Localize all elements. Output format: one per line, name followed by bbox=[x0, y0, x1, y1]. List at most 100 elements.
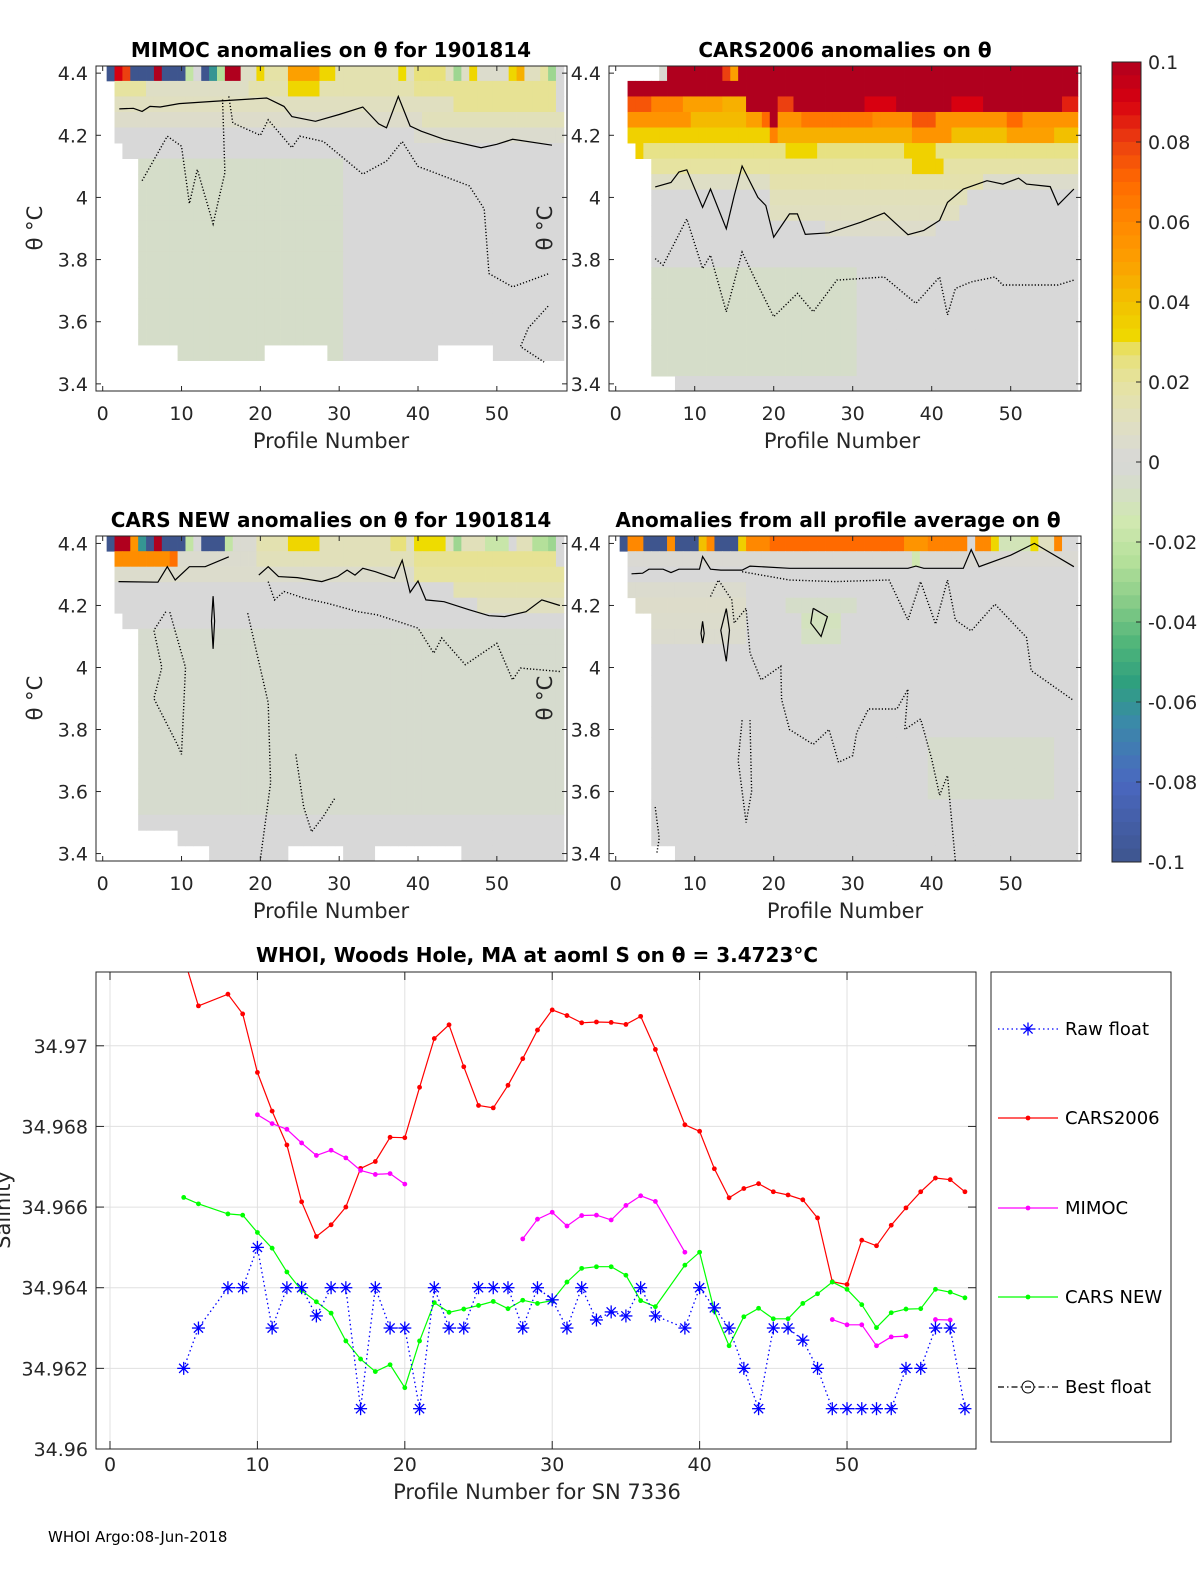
data-point bbox=[903, 1205, 909, 1211]
heatmap-cell bbox=[540, 690, 549, 707]
heatmap-cell bbox=[398, 174, 407, 191]
heatmap-cell bbox=[927, 830, 937, 847]
heatmap-cell bbox=[500, 96, 510, 113]
heatmap-cell bbox=[153, 644, 163, 661]
heatmap-cell bbox=[769, 189, 779, 206]
heatmap-cell bbox=[516, 80, 525, 97]
heatmap-cell bbox=[327, 174, 336, 191]
heatmap-cell bbox=[919, 345, 929, 361]
heatmap-cell bbox=[1022, 360, 1031, 377]
heatmap-cell bbox=[738, 111, 747, 128]
heatmap-cell bbox=[888, 644, 897, 661]
heatmap-cell bbox=[540, 282, 549, 299]
heatmap-cell bbox=[209, 329, 218, 346]
heatmap-cell bbox=[872, 127, 881, 144]
heatmap-cell bbox=[264, 158, 273, 175]
heatmap-cell bbox=[753, 313, 763, 330]
heatmap-cell bbox=[303, 66, 312, 82]
heatmap-cell bbox=[761, 189, 771, 206]
heatmap-cell bbox=[414, 205, 423, 222]
heatmap-cell bbox=[453, 111, 462, 128]
heatmap-cell bbox=[508, 628, 517, 645]
marker-stroke bbox=[399, 1322, 410, 1334]
heatmap-cell bbox=[706, 329, 715, 346]
heatmap-cell bbox=[343, 282, 352, 299]
heatmap-cell bbox=[351, 158, 360, 175]
heatmap-cell bbox=[461, 830, 470, 847]
heatmap-cell bbox=[390, 66, 399, 82]
heatmap-cell bbox=[303, 551, 312, 568]
data-point-asterisk bbox=[383, 1321, 397, 1335]
heatmap-cell bbox=[217, 721, 226, 738]
heatmap-cell bbox=[943, 360, 952, 377]
heatmap-cell bbox=[864, 376, 873, 391]
heatmap-cell bbox=[508, 566, 517, 583]
heatmap-cell bbox=[485, 768, 494, 785]
heatmap-cell bbox=[1022, 298, 1031, 315]
heatmap-cell bbox=[461, 613, 470, 630]
heatmap-cell bbox=[919, 158, 929, 175]
heatmap-cell bbox=[872, 783, 881, 800]
heatmap-cell bbox=[335, 158, 344, 175]
heatmap-cell bbox=[674, 96, 684, 113]
heatmap-cell bbox=[421, 551, 431, 568]
heatmap-cell bbox=[777, 189, 786, 206]
heatmap-cell bbox=[303, 613, 312, 630]
heatmap-cell bbox=[453, 706, 462, 723]
heatmap-cell bbox=[1046, 721, 1055, 738]
data-point bbox=[638, 1193, 644, 1199]
heatmap-cell bbox=[825, 282, 834, 299]
heatmap-cell bbox=[492, 66, 502, 82]
heatmap-cell bbox=[1030, 830, 1039, 847]
heatmap-cell bbox=[524, 80, 533, 97]
heatmap-cell bbox=[366, 143, 376, 159]
heatmap-cell bbox=[508, 282, 517, 299]
heatmap-cell bbox=[872, 536, 881, 552]
heatmap-cell bbox=[351, 236, 360, 253]
heatmap-cell bbox=[524, 551, 533, 568]
heatmap-cell bbox=[1069, 376, 1079, 391]
heatmap-cell bbox=[485, 690, 494, 707]
heatmap-cell bbox=[161, 111, 171, 128]
heatmap-cell bbox=[1014, 174, 1023, 191]
heatmap-cell bbox=[287, 282, 297, 299]
heatmap-cell bbox=[351, 706, 360, 723]
heatmap-cell bbox=[872, 220, 881, 237]
heatmap-cell bbox=[951, 205, 960, 222]
heatmap-cell bbox=[390, 613, 399, 630]
heatmap-cell bbox=[398, 96, 407, 113]
heatmap-cell bbox=[248, 143, 257, 159]
colorbar-segment bbox=[1112, 848, 1141, 863]
heatmap-cell bbox=[840, 845, 850, 861]
heatmap-cell bbox=[161, 536, 171, 552]
heatmap-cell bbox=[1030, 313, 1039, 330]
heatmap-cell bbox=[335, 96, 344, 113]
heatmap-cell bbox=[485, 551, 494, 568]
heatmap-cell bbox=[248, 96, 257, 113]
heatmap-cell bbox=[801, 127, 810, 144]
heatmap-cell bbox=[224, 830, 234, 847]
heatmap-cell bbox=[959, 251, 968, 268]
heatmap-cell bbox=[469, 551, 478, 568]
heatmap-cell bbox=[548, 768, 557, 785]
heatmap-cell bbox=[864, 205, 873, 222]
heatmap-cell bbox=[951, 189, 960, 206]
data-point bbox=[255, 1112, 260, 1118]
heatmap-cell bbox=[659, 313, 668, 330]
heatmap-cell bbox=[177, 111, 186, 128]
heatmap-cell bbox=[1038, 644, 1047, 661]
heatmap-cell bbox=[366, 814, 376, 831]
data-point bbox=[564, 1279, 570, 1285]
heatmap-cell bbox=[477, 768, 486, 785]
heatmap-cell bbox=[872, 845, 881, 861]
heatmap-cell bbox=[138, 737, 147, 754]
heatmap-cell bbox=[888, 659, 897, 676]
heatmap-cell bbox=[896, 298, 905, 315]
heatmap-cell bbox=[169, 66, 178, 82]
heatmap-cell bbox=[548, 814, 557, 831]
heatmap-cell bbox=[698, 174, 707, 191]
heatmap-cell bbox=[382, 690, 391, 707]
heatmap-cell bbox=[256, 267, 265, 284]
heatmap-cell bbox=[272, 298, 281, 315]
heatmap-cell bbox=[366, 236, 376, 253]
